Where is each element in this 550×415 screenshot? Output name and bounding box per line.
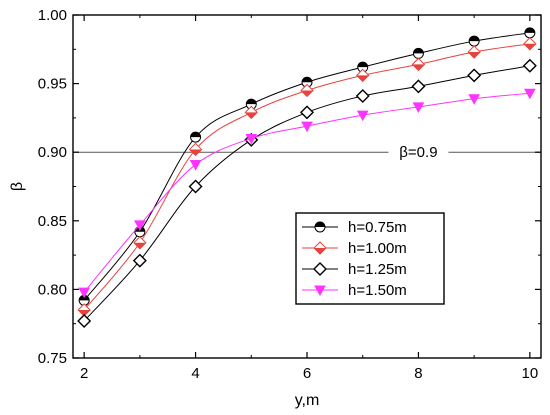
legend-label: h=1.25m [348,261,407,278]
data-point [412,102,425,113]
legend-marker [313,262,327,276]
data-point [134,220,146,231]
data-point [78,287,90,299]
data-point-fill [469,36,480,42]
data-point [300,105,314,120]
legend-marker-fill [315,222,325,227]
reference-line-layer [73,142,541,163]
legend-marker [314,285,326,297]
data-point-fill [413,48,424,54]
axis-ticks: 2 4 6 8 10 0.75 0.80 0.85 0.90 0.95 1.00 [38,7,541,382]
plot-frame [72,14,542,359]
legend-label: h=0.75m [348,219,407,236]
data-point-fill [523,43,536,50]
x-tick-label: 2 [80,365,88,382]
legend-item: h=1.00m [302,240,407,257]
y-tick-label: 0.95 [38,76,67,93]
data-point [522,58,537,73]
x-axis-label: y,m [295,392,320,409]
data-point [77,313,92,328]
data-point-fill [133,242,146,249]
y-tick-label: 0.90 [38,144,67,161]
data-point [355,88,370,103]
data-point-fill [245,112,258,119]
series-line [83,43,530,311]
data-point-fill [468,52,481,59]
data-point-fill [357,62,368,68]
data-point-fill [412,64,425,71]
legend-label: h=1.50m [348,282,407,299]
data-point [411,79,426,94]
data-point [356,110,369,122]
data-point [189,160,202,171]
series-4 [78,88,536,299]
x-tick-label: 6 [303,365,311,382]
data-point-fill [190,132,201,138]
data-point-fill [189,149,202,156]
data-point-fill [524,27,535,33]
y-tick-label: 1.00 [38,7,67,24]
x-tick-label: 8 [414,365,422,382]
legend-item: h=1.50m [302,282,407,299]
data-point [132,253,147,268]
series-layer [77,27,537,328]
series-line [83,92,530,293]
y-tick-label: 0.75 [38,350,67,367]
x-tick-label: 10 [522,365,539,382]
legend-item: h=0.75m [302,219,407,236]
legend-label: h=1.00m [348,240,407,257]
legend: h=0.75m h=1.00m h=1.25m h=1.50m [295,212,445,305]
legend-marker-fill [314,248,326,254]
legend-item: h=1.25m [302,261,407,278]
data-point [301,121,313,133]
data-point [524,88,536,100]
data-point-fill [301,90,313,97]
series-line [83,32,530,301]
data-point [467,68,482,83]
data-point-fill [356,75,369,82]
series-3 [77,58,537,328]
data-point-fill [302,77,312,83]
reference-line-label: β=0.9 [399,144,437,161]
x-tick-label: 4 [191,365,199,382]
series-line [83,65,530,322]
data-point [468,94,480,105]
data-point [245,133,258,145]
reference-label-backdrop [388,142,449,163]
y-axis-label: β [9,182,26,191]
data-point [188,179,203,194]
y-tick-label: 0.80 [38,281,67,298]
y-tick-label: 0.85 [38,213,67,230]
series-2 [77,37,537,317]
data-point-fill [78,309,91,316]
data-point-fill [246,99,257,105]
